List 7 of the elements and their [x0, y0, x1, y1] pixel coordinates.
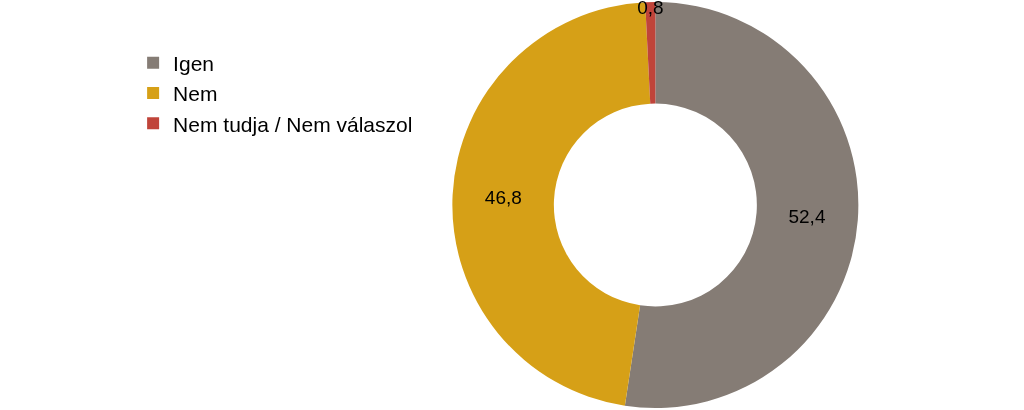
- legend-label: Nem: [173, 82, 218, 106]
- data-label: 0,8: [637, 0, 664, 18]
- donut-slice: [624, 2, 859, 408]
- data-label: 52,4: [788, 205, 826, 227]
- legend-label: Nem tudja / Nem válaszol: [173, 112, 413, 136]
- data-label: 46,8: [484, 186, 522, 208]
- legend-label: Igen: [173, 51, 214, 75]
